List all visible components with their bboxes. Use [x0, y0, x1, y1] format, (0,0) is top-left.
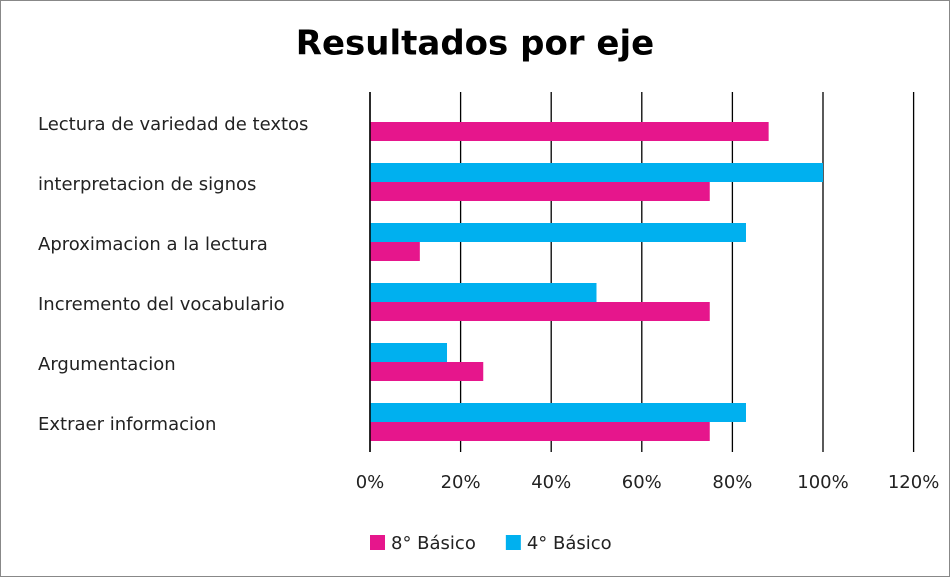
- x-tick-label: 60%: [622, 472, 662, 493]
- bar: [370, 163, 823, 182]
- bar: [370, 122, 769, 141]
- x-tick-label: 100%: [797, 472, 848, 493]
- category-label: interpretacion de signos: [38, 174, 256, 195]
- category-label: Incremento del vocabulario: [38, 294, 285, 315]
- x-tick-label: 120%: [888, 472, 939, 493]
- x-tick-label: 0%: [356, 472, 385, 493]
- bar: [370, 223, 746, 242]
- bar: [370, 362, 484, 381]
- category-label: Aproximacion a la lectura: [38, 234, 268, 255]
- bar: [370, 302, 710, 321]
- bar: [370, 283, 597, 302]
- bar: [370, 422, 710, 441]
- x-tick-label: 20%: [441, 472, 481, 493]
- bar: [370, 403, 746, 422]
- chart-title: Resultados por eje: [296, 24, 654, 64]
- legend-label: 8° Básico: [391, 533, 476, 554]
- bar: [370, 242, 420, 261]
- x-tick-label: 80%: [712, 472, 752, 493]
- category-label: Lectura de variedad de textos: [38, 114, 308, 135]
- legend-swatch: [505, 535, 521, 550]
- category-label: Extraer informacion: [38, 414, 216, 435]
- x-tick-label: 40%: [531, 472, 571, 493]
- category-label: Argumentacion: [38, 354, 176, 375]
- bar: [370, 343, 448, 362]
- legend-label: 4° Básico: [527, 533, 612, 554]
- legend-swatch: [370, 535, 385, 550]
- bar: [370, 182, 710, 201]
